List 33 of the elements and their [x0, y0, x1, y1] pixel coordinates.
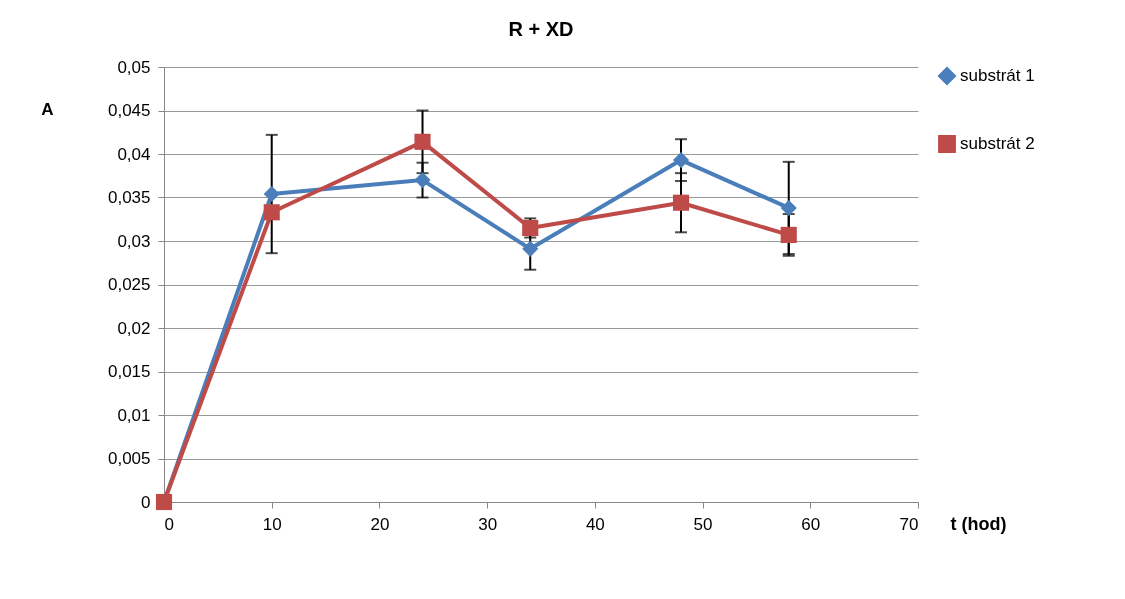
y-tick-label: 0,02 [117, 318, 151, 338]
x-tick-label: 10 [262, 514, 282, 534]
y-tick-label: 0,04 [117, 144, 151, 164]
y-tick-label: 0 [141, 492, 151, 512]
point [672, 194, 690, 211]
point [414, 133, 431, 150]
point [522, 240, 539, 257]
y-tick-label: 0,01 [117, 405, 151, 425]
point [780, 226, 797, 243]
y-tick-label: 0,045 [107, 101, 151, 120]
point [414, 172, 431, 189]
x-tick-label: 30 [478, 514, 498, 534]
point [263, 204, 280, 221]
x-tick-label: 60 [801, 514, 821, 534]
y-tick-label: 0,05 [117, 57, 151, 77]
legend-label: substrát 2 [960, 134, 1035, 153]
x-tick-label: 0 [164, 514, 174, 534]
x-tick-label: 20 [370, 514, 390, 534]
y-tick-label: 0,005 [107, 449, 151, 468]
y-tick-label: 0,015 [107, 362, 151, 381]
y-axis-title: A [41, 99, 54, 119]
y-tick-label: 0,025 [107, 275, 151, 294]
y-tick-label: 0,03 [117, 231, 151, 251]
x-tick-label: 70 [899, 514, 919, 534]
y-tick-label: 0,035 [107, 188, 151, 207]
chart-title: R + XD [508, 18, 574, 40]
x-tick-label: 40 [585, 514, 605, 534]
point [263, 185, 280, 203]
point [780, 199, 797, 216]
x-axis-title: t (hod) [950, 513, 1007, 534]
legend-label: substrát 1 [960, 66, 1035, 85]
point [672, 152, 690, 169]
x-tick-label: 50 [693, 514, 713, 534]
